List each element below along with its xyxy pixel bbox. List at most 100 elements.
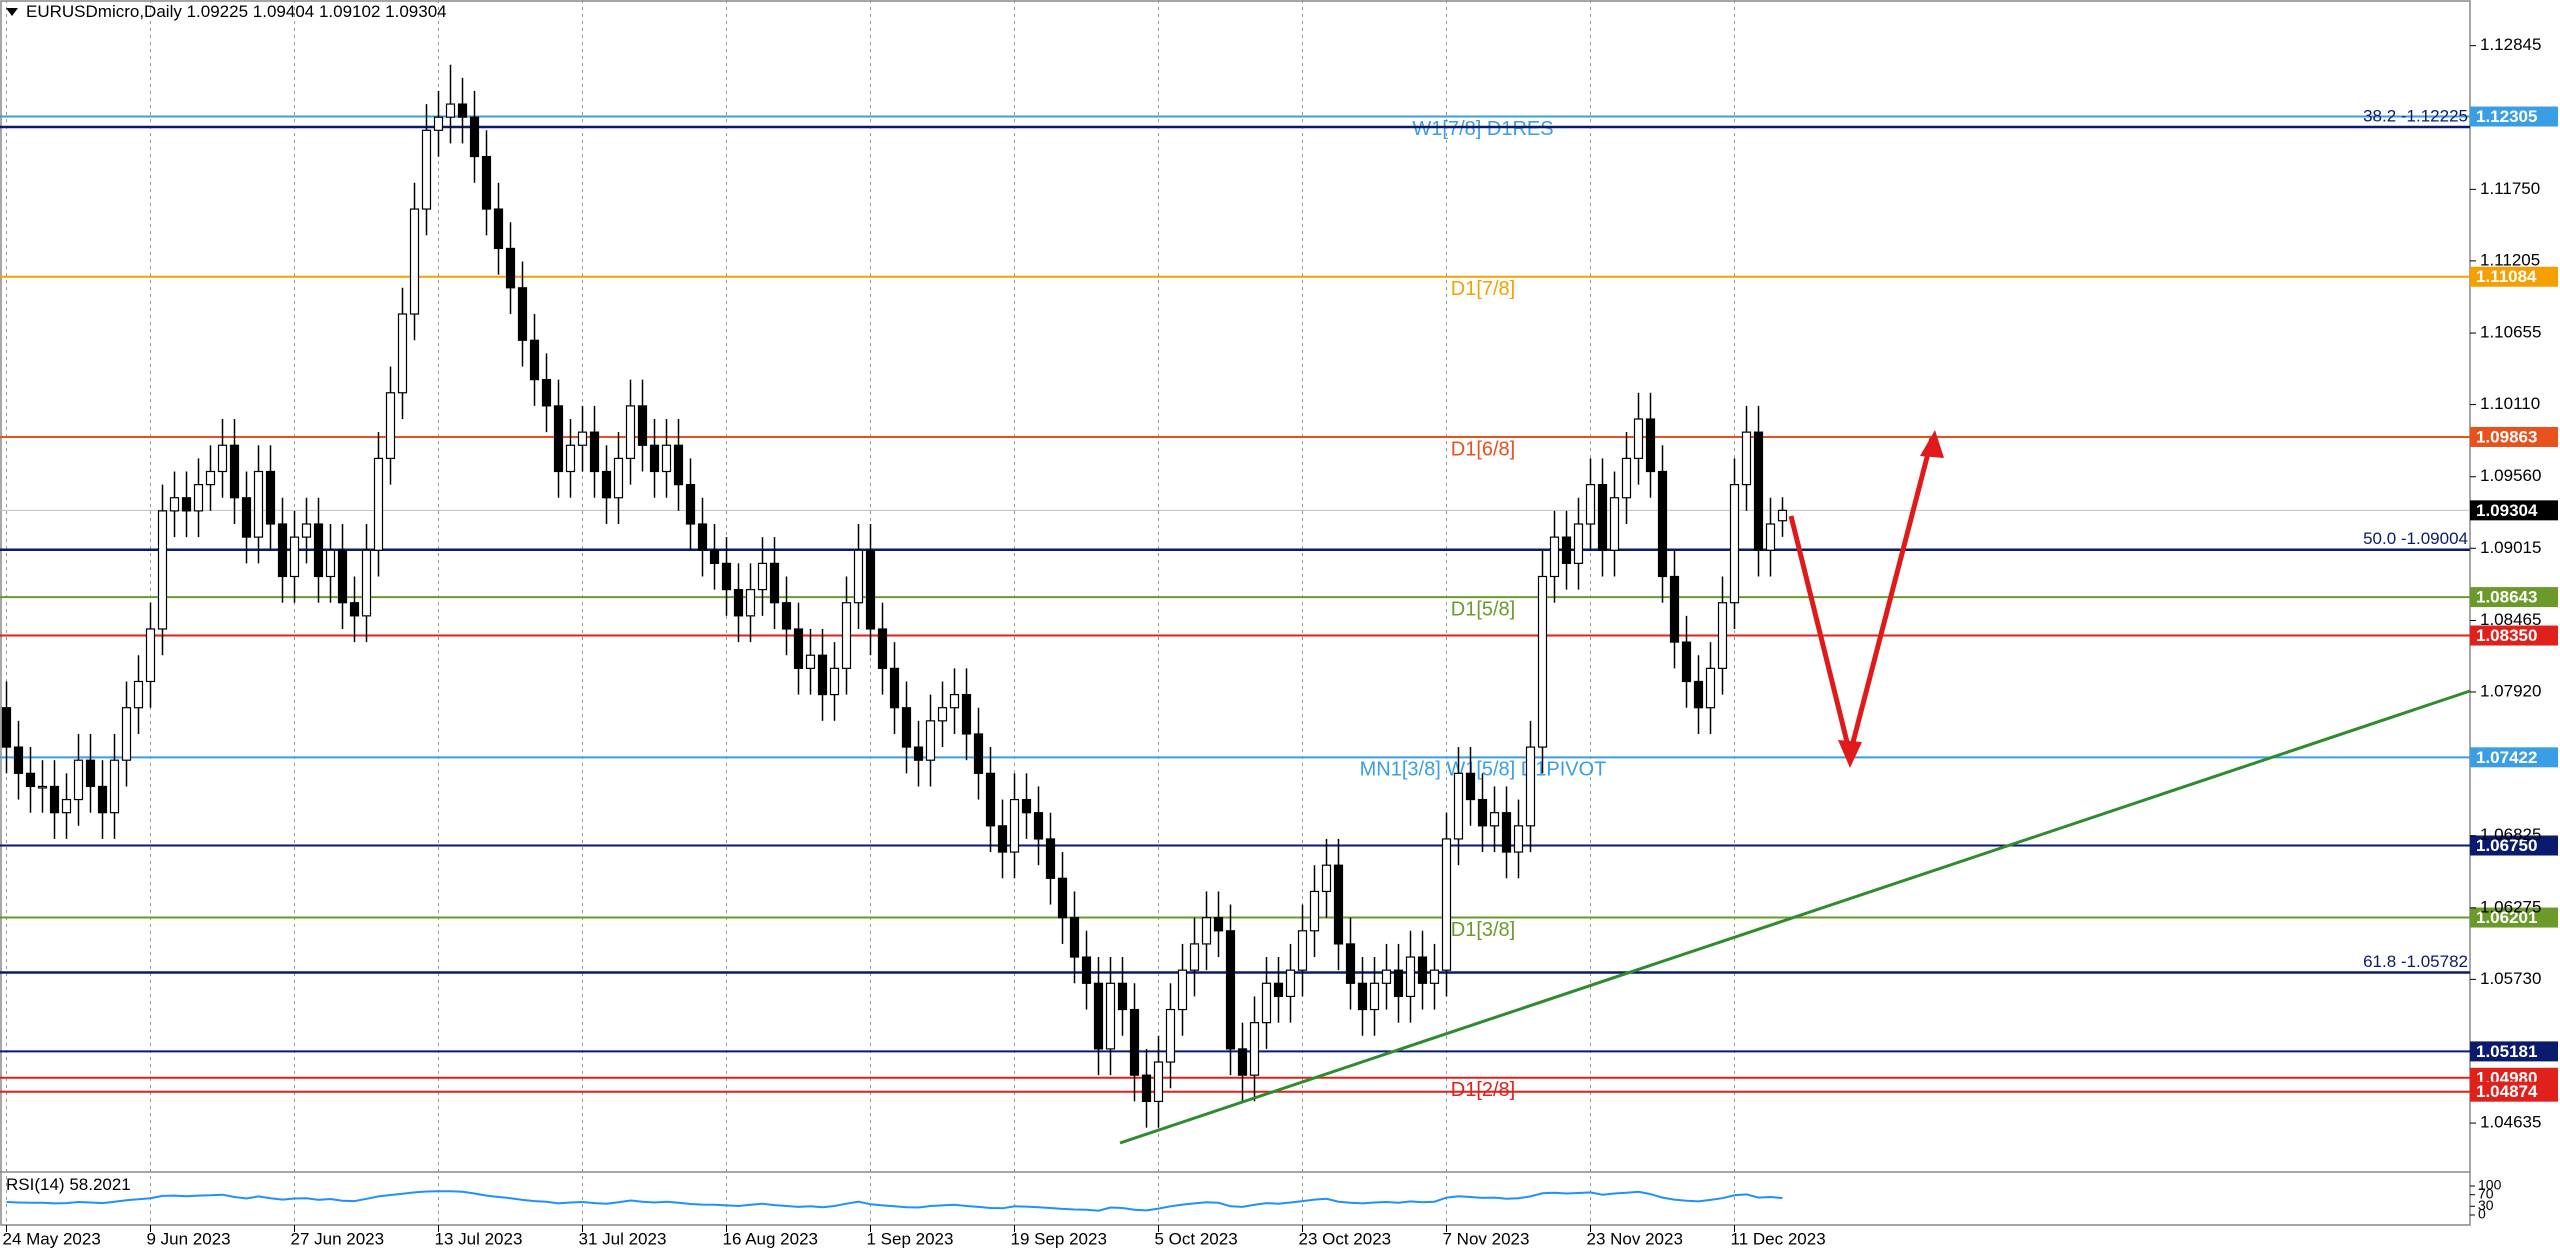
- x-tick-label: 7 Nov 2023: [1443, 1229, 1530, 1248]
- candle-body: [445, 103, 456, 118]
- candle-body: [1105, 982, 1116, 1050]
- price-tag-label: 1.11084: [2476, 267, 2537, 286]
- candle-body: [1189, 943, 1200, 971]
- candle-body: [853, 549, 864, 604]
- candle-body: [625, 405, 636, 459]
- price-tag-label: 1.08350: [2476, 626, 2537, 645]
- candle-body: [1201, 917, 1212, 945]
- candle-body: [1381, 969, 1392, 984]
- candle-body: [133, 680, 144, 709]
- x-tick-label: 27 Jun 2023: [291, 1229, 385, 1248]
- candle-body: [1669, 575, 1680, 643]
- candle-body: [1225, 930, 1236, 1050]
- candle-body: [325, 549, 336, 578]
- close-value: 1.09304: [385, 2, 446, 21]
- candle-body: [973, 733, 984, 774]
- x-tick-label: 13 Jul 2023: [435, 1229, 523, 1248]
- candle-body: [1693, 680, 1704, 709]
- candle-body: [1129, 1008, 1140, 1076]
- candle-body: [1405, 956, 1416, 998]
- price-tag: [2470, 907, 2558, 928]
- price-tag: [2470, 587, 2558, 608]
- candle-body: [1525, 746, 1536, 827]
- level-label: D1[2/8]: [1451, 1079, 1515, 1101]
- candle-body: [157, 510, 168, 630]
- price-tag-label: 1.08643: [2476, 588, 2537, 607]
- candle-body: [1465, 772, 1476, 801]
- rsi-header: RSI(14) 58.2021: [6, 1175, 131, 1194]
- candle-body: [1549, 536, 1560, 578]
- candle-body: [673, 444, 684, 486]
- candle-body: [769, 562, 780, 604]
- candle-body: [1561, 536, 1572, 564]
- candles: [1, 64, 1788, 1212]
- candle-body: [1333, 864, 1344, 945]
- candle-body: [1369, 982, 1380, 1011]
- candle-body: [901, 707, 912, 748]
- price-tag-label: 1.12305: [2476, 107, 2537, 126]
- candle-body: [349, 602, 360, 617]
- candle-body: [1729, 484, 1740, 604]
- y-tick-label: 1.11750: [2480, 179, 2540, 198]
- arrow-head: [1838, 740, 1862, 768]
- candle-body: [913, 746, 924, 761]
- candle-body: [109, 759, 120, 814]
- candle-body: [1597, 484, 1608, 551]
- candle-body: [661, 444, 672, 473]
- y-tick-label: 1.10655: [2480, 323, 2541, 342]
- candle-body: [409, 208, 420, 315]
- candle-body: [865, 549, 876, 630]
- candle-body: [985, 772, 996, 827]
- candle-body: [1213, 917, 1224, 932]
- candle-body: [1033, 812, 1044, 840]
- candle-body: [217, 444, 228, 473]
- candle-body: [1717, 602, 1728, 669]
- candle-body: [1573, 523, 1584, 564]
- candle-body: [1261, 982, 1272, 1024]
- candle-body: [721, 562, 732, 591]
- level-label: D1[7/8]: [1451, 278, 1515, 300]
- candle-body: [481, 155, 492, 210]
- candle-body: [709, 549, 720, 564]
- candle-body: [733, 589, 744, 617]
- x-tick-label: 11 Dec 2023: [1731, 1229, 1826, 1248]
- rsi-tick-label: 30: [2478, 1197, 2494, 1213]
- candle-body: [433, 116, 444, 131]
- candle-body: [889, 667, 900, 709]
- price-tag: [2470, 1081, 2558, 1102]
- candle-body: [1345, 943, 1356, 984]
- plot-border: [0, 0, 2471, 1226]
- candle-body: [1117, 982, 1128, 1011]
- fib-label: 61.8 -1.05782: [2363, 952, 2468, 971]
- y-tick-label: 1.10110: [2480, 394, 2540, 413]
- candle-body: [937, 707, 948, 722]
- price-tag-label: 1.06201: [2476, 908, 2537, 927]
- candle-body: [337, 549, 348, 604]
- candle-body: [73, 759, 84, 801]
- candle-body: [289, 536, 300, 578]
- candle-body: [1777, 509, 1788, 522]
- candle-body: [649, 444, 660, 473]
- candle-body: [193, 484, 204, 512]
- candle-body: [1753, 431, 1764, 551]
- candle-body: [13, 746, 24, 774]
- candle-body: [925, 720, 936, 761]
- y-tick-label: 1.08465: [2480, 610, 2541, 629]
- candle-body: [1321, 864, 1332, 893]
- price-tag-label: 1.09863: [2476, 427, 2537, 446]
- arrow-head: [1920, 430, 1944, 458]
- candle-body: [1057, 877, 1068, 919]
- candle-body: [1285, 969, 1296, 998]
- open-value: 1.09225: [187, 2, 248, 21]
- candle-body: [1741, 431, 1752, 486]
- candle-body: [1417, 956, 1428, 984]
- candle-body: [1489, 812, 1500, 827]
- candle-body: [1441, 838, 1452, 971]
- candle-body: [397, 313, 408, 394]
- candle-body: [949, 693, 960, 709]
- candle-body: [529, 339, 540, 381]
- level-label: D1[6/8]: [1451, 438, 1515, 460]
- candle-body: [181, 497, 192, 512]
- candle-body: [817, 654, 828, 696]
